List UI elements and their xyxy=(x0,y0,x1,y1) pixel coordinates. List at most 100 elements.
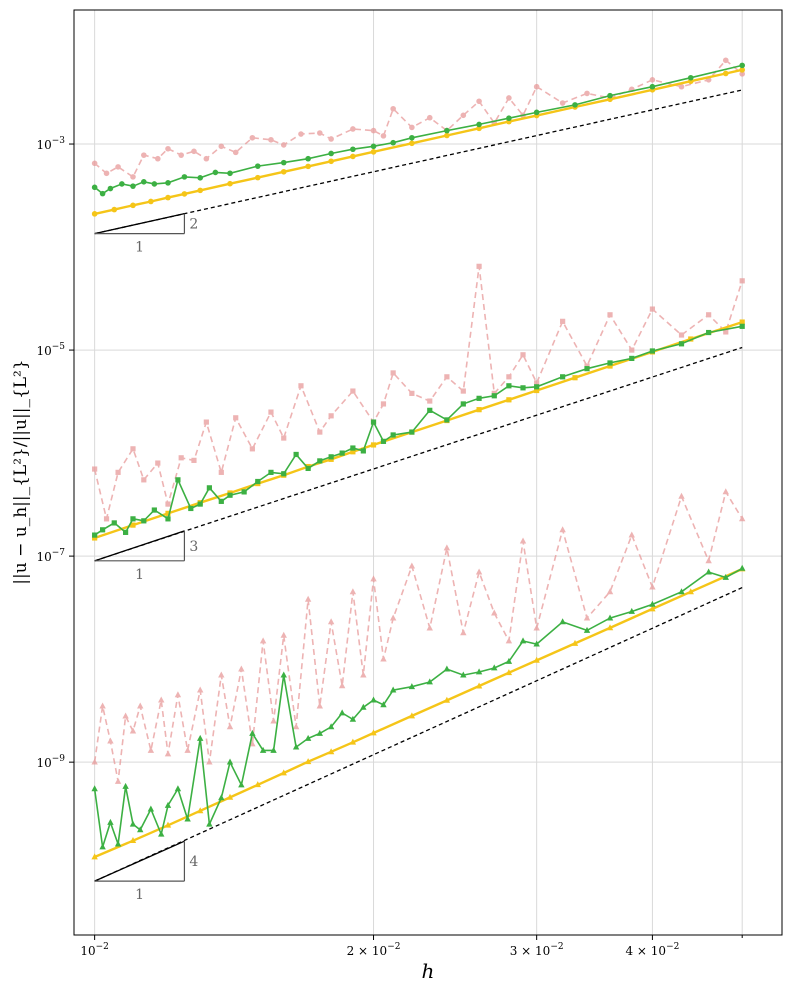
series-method-B xyxy=(92,263,745,522)
data-point xyxy=(155,155,161,162)
data-point xyxy=(520,352,526,358)
data-point xyxy=(328,454,334,460)
data-point xyxy=(426,114,433,121)
data-point xyxy=(255,478,261,485)
data-point xyxy=(444,132,450,139)
y-tick-base: 10 xyxy=(36,138,51,152)
data-point xyxy=(226,723,234,730)
data-point xyxy=(739,67,745,73)
data-point xyxy=(571,639,579,646)
data-point xyxy=(426,678,433,685)
data-point xyxy=(460,671,467,678)
data-point xyxy=(270,746,277,753)
data-point xyxy=(111,206,118,213)
x-tick-mantissa: 2 × xyxy=(347,944,372,958)
data-point xyxy=(409,124,415,131)
x-tick-exponent: −2 xyxy=(666,942,679,952)
data-point xyxy=(350,126,356,132)
data-point xyxy=(370,149,377,155)
data-point xyxy=(390,370,396,376)
data-point xyxy=(607,312,613,318)
data-point xyxy=(206,820,213,827)
data-point xyxy=(491,609,498,616)
x-tick-base: 10 xyxy=(372,944,387,958)
data-point xyxy=(722,57,729,64)
data-point xyxy=(292,743,300,750)
data-point xyxy=(227,492,233,498)
data-point xyxy=(254,174,261,181)
data-point xyxy=(649,583,656,590)
data-point xyxy=(178,455,184,461)
data-point xyxy=(349,588,357,595)
data-point xyxy=(649,348,656,354)
data-point xyxy=(141,518,147,524)
data-point xyxy=(723,329,729,335)
series-method-A xyxy=(92,323,745,538)
data-point xyxy=(506,383,512,389)
data-point xyxy=(100,527,106,533)
data-point xyxy=(533,656,540,663)
data-point xyxy=(259,746,267,753)
data-point xyxy=(99,190,106,197)
series-line xyxy=(94,59,743,179)
data-point xyxy=(476,121,482,128)
data-point xyxy=(164,821,172,828)
data-point xyxy=(629,355,635,362)
data-point xyxy=(218,671,225,678)
data-point xyxy=(350,449,356,455)
y-tick-label: 10−9 xyxy=(36,754,65,770)
data-point xyxy=(408,562,416,569)
data-point xyxy=(304,595,312,602)
x-axis-title: h xyxy=(422,959,435,983)
data-point xyxy=(338,682,346,689)
data-point xyxy=(280,769,287,776)
data-point xyxy=(649,306,656,312)
data-point xyxy=(218,143,225,150)
data-point xyxy=(174,691,182,698)
data-point xyxy=(316,130,323,136)
data-point xyxy=(409,390,415,396)
data-point xyxy=(164,801,172,808)
data-point xyxy=(268,469,274,475)
data-point xyxy=(123,529,129,535)
data-point xyxy=(350,388,356,394)
x-tick-exponent: −2 xyxy=(550,942,563,952)
data-point xyxy=(165,145,171,152)
data-point xyxy=(305,465,311,472)
data-point xyxy=(705,557,712,564)
data-point xyxy=(130,183,136,189)
y-tick-exponent: −3 xyxy=(52,136,66,146)
data-point xyxy=(317,458,323,464)
data-point xyxy=(111,520,117,526)
data-point xyxy=(181,191,188,197)
data-point xyxy=(426,624,433,631)
data-point xyxy=(122,782,129,789)
data-point xyxy=(298,131,304,137)
data-point xyxy=(241,489,247,495)
data-point xyxy=(739,278,745,284)
y-tick-exponent: −7 xyxy=(52,548,66,558)
data-point xyxy=(129,837,137,844)
data-point xyxy=(506,397,512,403)
x-tick-exponent: −2 xyxy=(387,942,400,952)
data-point xyxy=(629,347,635,353)
data-point xyxy=(197,187,203,194)
y-tick-exponent: −9 xyxy=(52,754,66,764)
data-point xyxy=(268,136,274,143)
x-tick-label: 10−2 xyxy=(80,942,109,958)
data-point xyxy=(280,142,287,148)
data-point xyxy=(408,683,416,690)
data-point xyxy=(327,618,335,625)
data-point xyxy=(360,448,366,454)
data-point xyxy=(380,438,387,444)
data-point xyxy=(606,624,614,631)
slope-rise-label: 2 xyxy=(189,217,198,233)
data-point xyxy=(197,501,203,507)
data-point xyxy=(249,446,255,452)
data-point xyxy=(103,516,110,522)
data-point xyxy=(328,136,334,142)
data-point xyxy=(739,319,745,325)
slope-rise-label: 4 xyxy=(189,854,198,870)
series-method-B xyxy=(91,488,746,784)
